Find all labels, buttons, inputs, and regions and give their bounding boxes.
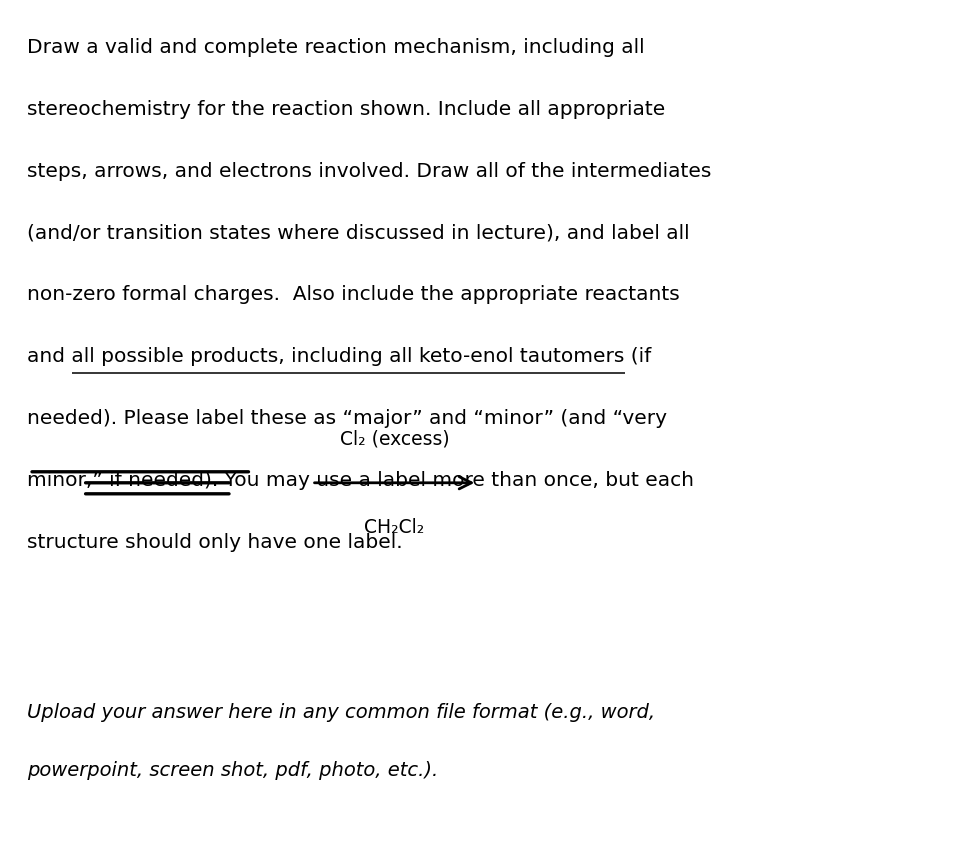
- Text: powerpoint, screen shot, pdf, photo, etc.).: powerpoint, screen shot, pdf, photo, etc…: [27, 761, 438, 779]
- Text: structure should only have one label.: structure should only have one label.: [27, 533, 403, 551]
- Text: stereochemistry for the reaction shown. Include all appropriate: stereochemistry for the reaction shown. …: [27, 100, 665, 119]
- Text: and all possible products, including all keto-enol tautomers (if: and all possible products, including all…: [27, 347, 652, 366]
- Text: (and/or transition states where discussed in lecture), and label all: (and/or transition states where discusse…: [27, 224, 690, 242]
- Text: non-zero formal charges.  Also include the appropriate reactants: non-zero formal charges. Also include th…: [27, 285, 680, 304]
- Text: needed). Please label these as “major” and “minor” (and “very: needed). Please label these as “major” a…: [27, 409, 667, 428]
- Text: CH₂Cl₂: CH₂Cl₂: [364, 518, 425, 537]
- Text: Cl₂ (excess): Cl₂ (excess): [340, 430, 449, 449]
- Text: minor,” if needed). You may use a label more than once, but each: minor,” if needed). You may use a label …: [27, 471, 694, 490]
- Text: Upload your answer here in any common file format (e.g., word,: Upload your answer here in any common fi…: [27, 703, 656, 722]
- Text: steps, arrows, and electrons involved. Draw all of the intermediates: steps, arrows, and electrons involved. D…: [27, 162, 712, 180]
- Text: Draw a valid and complete reaction mechanism, including all: Draw a valid and complete reaction mecha…: [27, 38, 645, 57]
